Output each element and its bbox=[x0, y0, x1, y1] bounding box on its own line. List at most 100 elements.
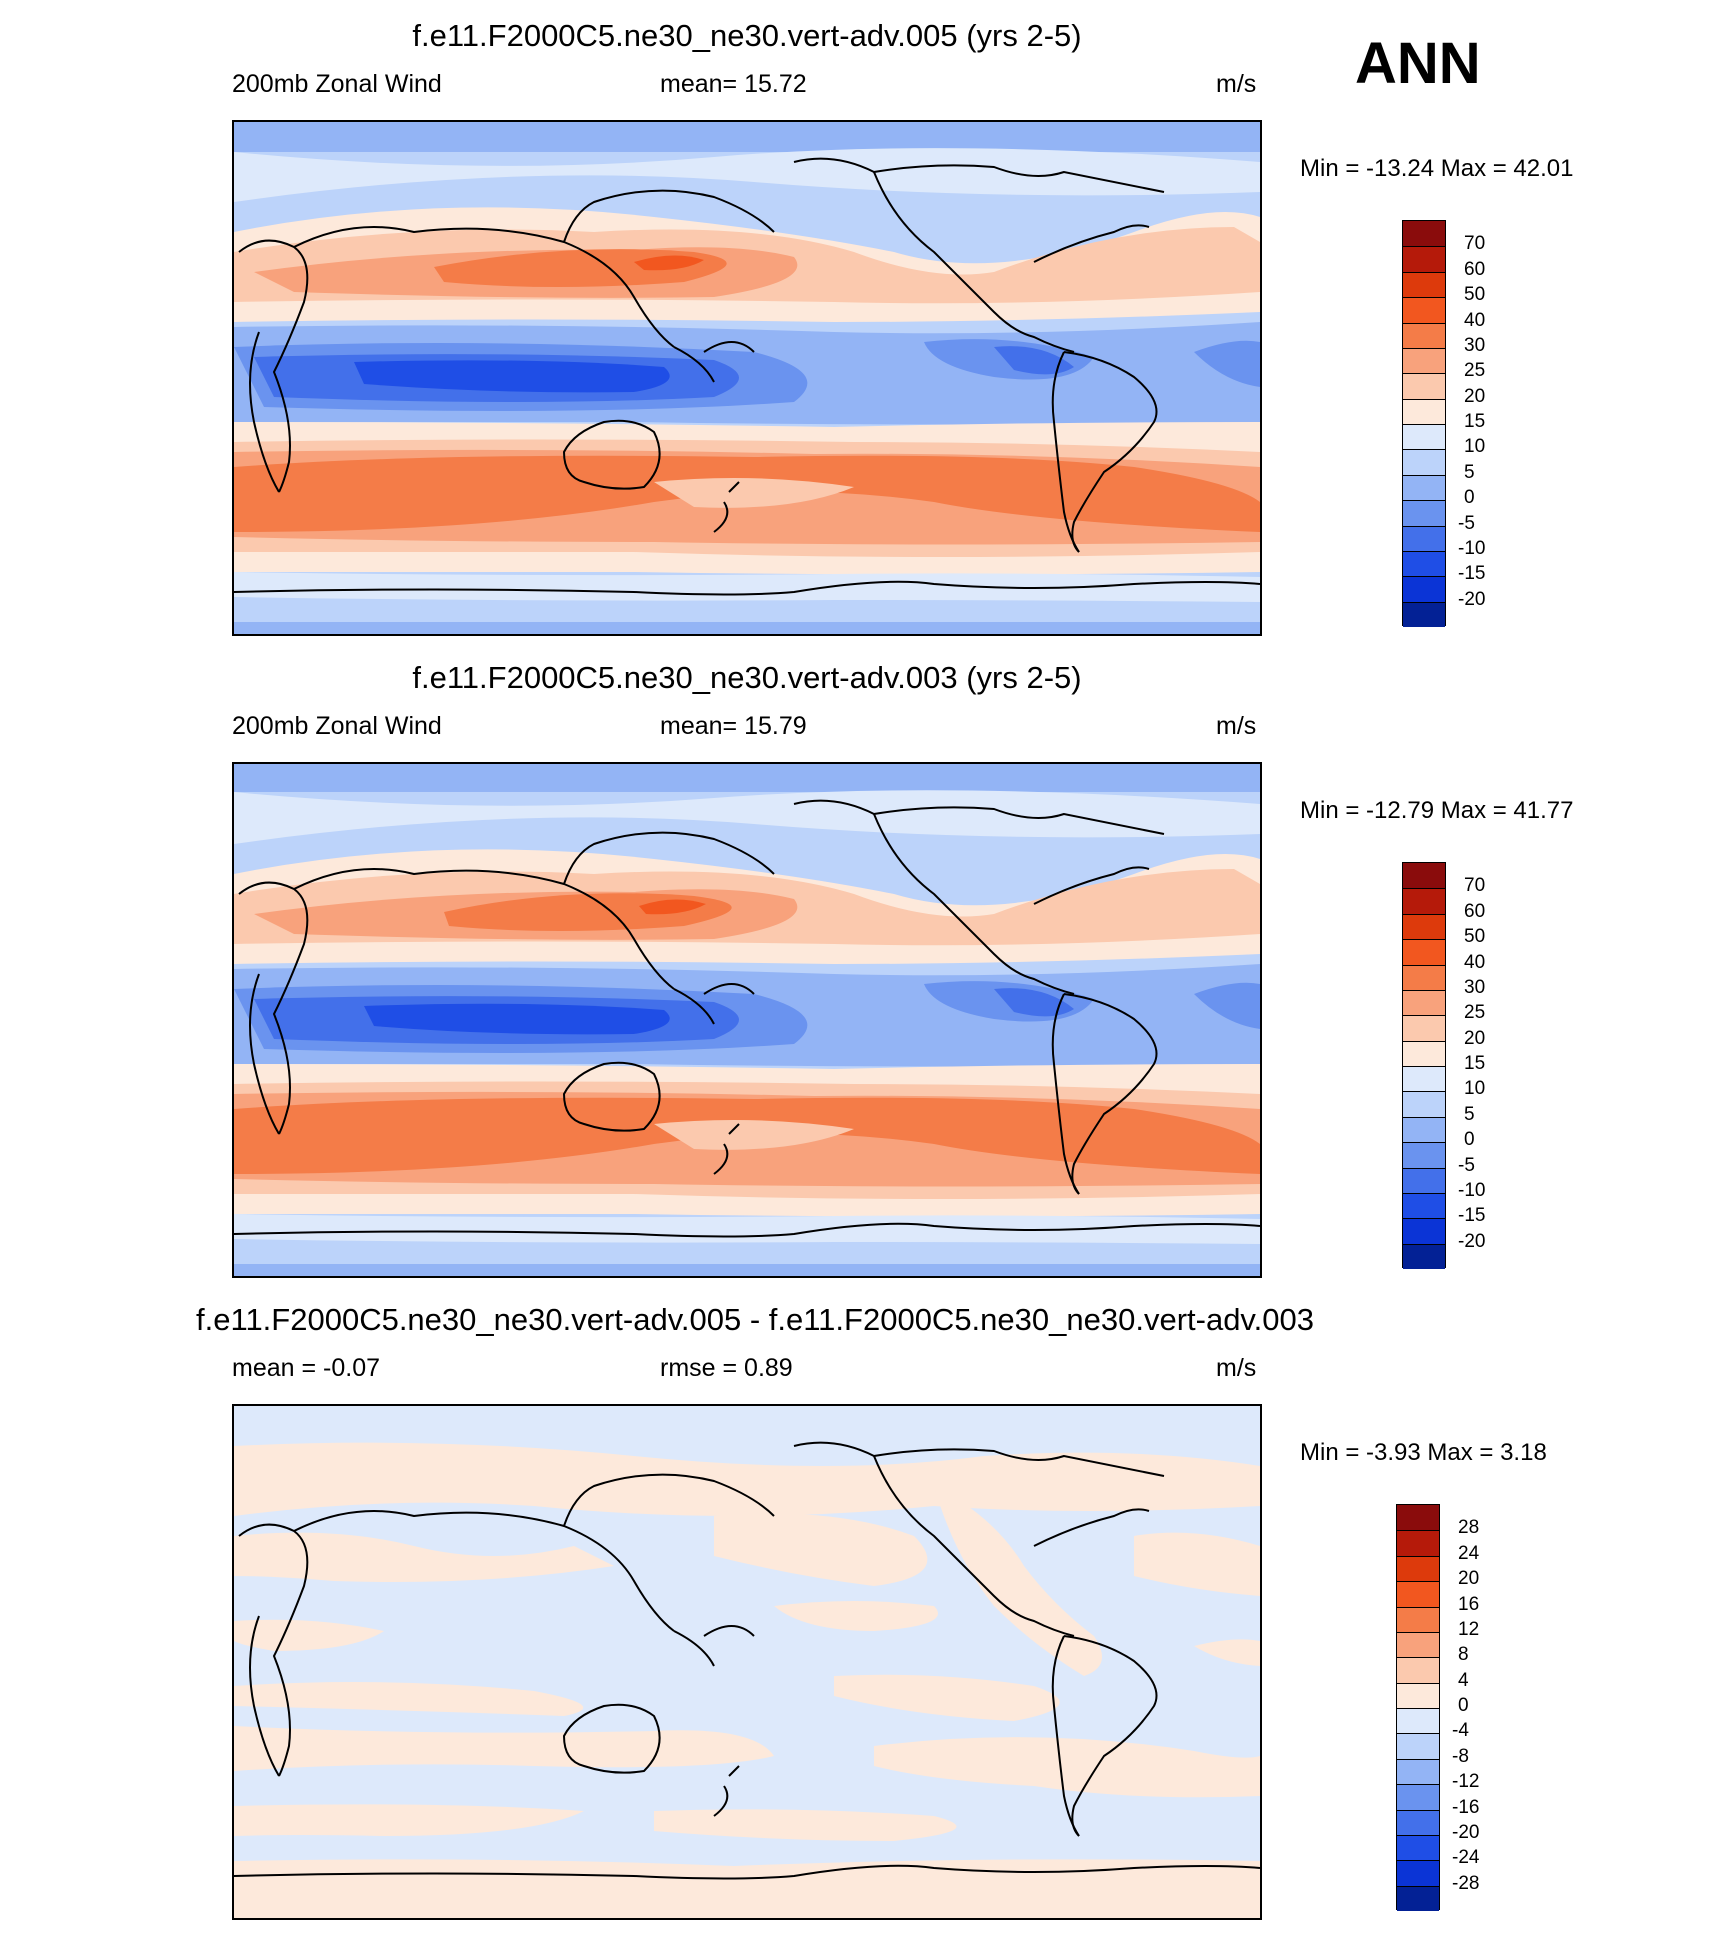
panel-3-map-svg bbox=[234, 1406, 1260, 1918]
colorbar-tick-label: -20 bbox=[1452, 1821, 1480, 1843]
panel-3-units-label: m/s bbox=[1216, 1354, 1257, 1382]
colorbar-tick-label: 70 bbox=[1464, 875, 1486, 897]
colorbar-segment bbox=[1403, 221, 1445, 247]
panel-2-map bbox=[232, 762, 1262, 1278]
colorbar-segment bbox=[1397, 1505, 1439, 1531]
colorbar-segment bbox=[1403, 474, 1445, 501]
panel-3-rmse-label: rmse = 0.89 bbox=[660, 1354, 793, 1382]
colorbar-segment bbox=[1403, 246, 1445, 272]
colorbar-tick-label: -28 bbox=[1452, 1872, 1480, 1894]
panel-1-map bbox=[232, 120, 1262, 636]
colorbar-tick-label: 50 bbox=[1464, 926, 1486, 948]
colorbar-segment bbox=[1403, 1192, 1445, 1219]
colorbar-segment bbox=[1403, 1091, 1445, 1117]
colorbar-segment bbox=[1397, 1606, 1439, 1632]
colorbar-tick-label: -16 bbox=[1452, 1796, 1480, 1818]
colorbar-tick-label: 40 bbox=[1464, 951, 1486, 973]
colorbar-tick-label: 12 bbox=[1458, 1618, 1480, 1640]
colorbar-segment bbox=[1397, 1682, 1439, 1708]
colorbar-segment bbox=[1403, 525, 1445, 551]
panel-1-variable-label: 200mb Zonal Wind bbox=[232, 70, 442, 98]
colorbar-tick-label: 0 bbox=[1464, 1129, 1475, 1151]
colorbar-tick-label: 5 bbox=[1464, 1103, 1475, 1125]
colorbar-segment bbox=[1403, 576, 1445, 602]
colorbar-segment bbox=[1397, 1885, 1439, 1911]
colorbar-tick-label: 20 bbox=[1458, 1568, 1480, 1590]
colorbar-tick-label: -4 bbox=[1452, 1720, 1469, 1742]
colorbar-tick-label: 20 bbox=[1464, 385, 1486, 407]
colorbar-tick-label: 4 bbox=[1458, 1669, 1469, 1691]
panel-1-map-svg bbox=[234, 122, 1260, 634]
colorbar-tick-label: -20 bbox=[1458, 588, 1486, 610]
colorbar-tick-label: 16 bbox=[1458, 1593, 1480, 1615]
colorbar-segment bbox=[1403, 449, 1445, 475]
colorbar-segment bbox=[1397, 1860, 1439, 1886]
colorbar-tick-label: 30 bbox=[1464, 334, 1486, 356]
colorbar-segment bbox=[1403, 1142, 1445, 1168]
panel-2-variable-label: 200mb Zonal Wind bbox=[232, 712, 442, 740]
panel-3-map bbox=[232, 1404, 1262, 1920]
colorbar-tick-label: -20 bbox=[1458, 1230, 1486, 1252]
colorbar-tick-label: -5 bbox=[1458, 512, 1475, 534]
panel-1-title: f.e11.F2000C5.ne30_ne30.vert-adv.005 (yr… bbox=[412, 18, 1082, 53]
colorbar-tick-label: -12 bbox=[1452, 1771, 1480, 1793]
colorbar-segment bbox=[1403, 500, 1445, 526]
colorbar-tick-label: 15 bbox=[1464, 1053, 1486, 1074]
colorbar-segment bbox=[1403, 1015, 1445, 1041]
panel-2-units-label: m/s bbox=[1216, 712, 1257, 740]
colorbar-segment bbox=[1397, 1530, 1439, 1556]
colorbar-tick-label: 8 bbox=[1458, 1644, 1469, 1666]
colorbar-tick-label: -15 bbox=[1458, 1205, 1486, 1227]
colorbar-segment bbox=[1397, 1758, 1439, 1785]
colorbar-tick-label: 24 bbox=[1458, 1542, 1480, 1564]
colorbar-segment bbox=[1403, 863, 1445, 889]
colorbar-segment bbox=[1403, 398, 1445, 424]
colorbar-segment bbox=[1403, 1218, 1445, 1244]
colorbar-tick-label: -15 bbox=[1458, 563, 1486, 585]
colorbar-segment bbox=[1403, 347, 1445, 374]
colorbar-tick-label: -5 bbox=[1458, 1154, 1475, 1176]
colorbar-segment bbox=[1403, 297, 1445, 323]
panel-3-mean-label: mean = -0.07 bbox=[232, 1354, 381, 1382]
colorbar-tick-label: 40 bbox=[1464, 309, 1486, 331]
colorbar-segment bbox=[1403, 550, 1445, 577]
colorbar-segment bbox=[1403, 1116, 1445, 1143]
colorbar-segment bbox=[1397, 1834, 1439, 1861]
colorbar-tick-label: 70 bbox=[1464, 233, 1486, 255]
colorbar-tick-label: 25 bbox=[1464, 1002, 1486, 1024]
colorbar-tick-label: 60 bbox=[1464, 258, 1486, 280]
colorbar-segment bbox=[1403, 271, 1445, 298]
panel-1-minmax-label: Min = -13.24 Max = 42.01 bbox=[1300, 155, 1574, 182]
colorbar-segment bbox=[1397, 1657, 1439, 1683]
colorbar-tick-label: -10 bbox=[1458, 1179, 1486, 1201]
colorbar-tick-label: 10 bbox=[1464, 1078, 1486, 1100]
colorbar-segment bbox=[1403, 913, 1445, 940]
colorbar-tick-label: 28 bbox=[1458, 1517, 1480, 1539]
panel-2-colorbar-box bbox=[1402, 862, 1446, 1269]
colorbar-tick-label: 50 bbox=[1464, 284, 1486, 306]
colorbar-tick-label: 5 bbox=[1464, 461, 1475, 483]
panel-3-minmax-label: Min = -3.93 Max = 3.18 bbox=[1300, 1439, 1547, 1466]
colorbar-tick-label: -24 bbox=[1452, 1847, 1480, 1869]
panel-2-minmax-label: Min = -12.79 Max = 41.77 bbox=[1300, 797, 1574, 824]
colorbar-tick-label: 0 bbox=[1464, 487, 1475, 509]
colorbar-segment bbox=[1403, 964, 1445, 990]
colorbar-tick-label: -8 bbox=[1452, 1745, 1469, 1767]
panel-1-units-label: m/s bbox=[1216, 70, 1257, 98]
panel-2-mean-label: mean= 15.79 bbox=[660, 712, 807, 740]
colorbar-tick-label: 10 bbox=[1464, 436, 1486, 458]
colorbar-segment bbox=[1397, 1784, 1439, 1810]
colorbar-tick-label: -10 bbox=[1458, 537, 1486, 559]
colorbar-segment bbox=[1397, 1733, 1439, 1759]
colorbar-tick-label: 15 bbox=[1464, 411, 1486, 432]
colorbar-segment bbox=[1403, 1167, 1445, 1193]
colorbar-segment bbox=[1397, 1581, 1439, 1607]
colorbar-segment bbox=[1403, 1040, 1445, 1066]
colorbar-segment bbox=[1403, 1066, 1445, 1092]
colorbar-tick-label: 20 bbox=[1464, 1027, 1486, 1049]
colorbar-segment bbox=[1403, 939, 1445, 965]
panel-3-colorbar-box bbox=[1396, 1504, 1440, 1911]
panel-2-map-svg bbox=[234, 764, 1260, 1276]
season-label: ANN bbox=[1355, 31, 1481, 96]
colorbar-segment bbox=[1403, 424, 1445, 450]
